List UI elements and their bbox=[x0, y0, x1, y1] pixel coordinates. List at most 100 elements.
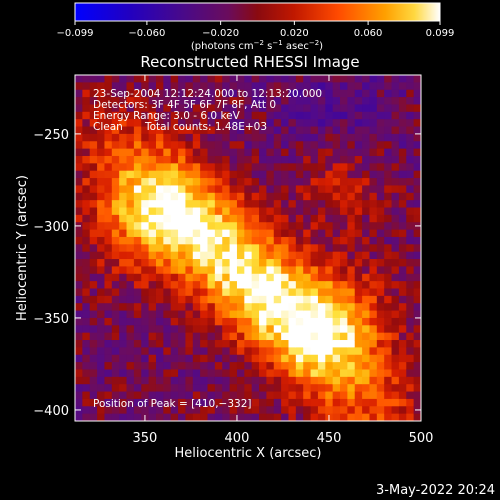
heatmap-cell bbox=[155, 104, 164, 113]
heatmap-cell bbox=[111, 163, 120, 172]
heatmap-cell bbox=[273, 303, 282, 312]
heatmap-cell bbox=[325, 207, 334, 216]
heatmap-cell bbox=[222, 376, 231, 385]
heatmap-cell bbox=[178, 200, 187, 209]
heatmap-cell bbox=[281, 200, 290, 209]
heatmap-cell bbox=[141, 111, 150, 120]
heatmap-cell bbox=[347, 354, 356, 363]
heatmap-cell bbox=[406, 288, 415, 297]
colorbar-unit-label: (photons cm−2 s−1 asec−2) bbox=[191, 39, 323, 52]
heatmap-cell bbox=[384, 376, 393, 385]
heatmap-cell bbox=[273, 126, 282, 135]
heatmap-cell bbox=[354, 354, 363, 363]
heatmap-cell bbox=[391, 207, 400, 216]
heatmap-cell bbox=[82, 163, 91, 172]
heatmap-cell bbox=[89, 244, 98, 253]
heatmap-cell bbox=[259, 148, 267, 157]
heatmap-cell bbox=[75, 259, 83, 267]
heatmap-cell bbox=[192, 325, 201, 334]
heatmap-cell bbox=[369, 236, 378, 245]
heatmap-cell bbox=[119, 178, 128, 187]
heatmap-cell bbox=[325, 236, 334, 245]
heatmap-cell bbox=[207, 303, 216, 312]
heatmap-cell bbox=[317, 347, 326, 356]
heatmap-cell bbox=[266, 141, 275, 150]
heatmap-cell bbox=[89, 111, 98, 120]
heatmap-cell bbox=[281, 273, 290, 282]
heatmap-cell bbox=[244, 236, 253, 245]
heatmap-cell bbox=[332, 236, 341, 245]
heatmap-cell bbox=[347, 148, 356, 157]
heatmap-cell bbox=[126, 317, 135, 326]
heatmap-cell bbox=[236, 259, 245, 267]
heatmap-cell bbox=[354, 244, 363, 253]
heatmap-cell bbox=[406, 89, 415, 98]
heatmap-cell bbox=[148, 244, 157, 253]
heatmap-cell bbox=[266, 251, 275, 260]
heatmap-cell bbox=[281, 266, 290, 275]
heatmap-cell bbox=[192, 104, 201, 113]
heatmap-cell bbox=[178, 251, 187, 260]
heatmap-cell bbox=[362, 303, 371, 312]
heatmap-cell bbox=[111, 89, 120, 98]
heatmap-cell bbox=[214, 82, 223, 91]
heatmap-cell bbox=[178, 340, 187, 348]
heatmap-cell bbox=[97, 214, 106, 223]
heatmap-cell bbox=[295, 214, 304, 223]
heatmap-cell bbox=[75, 119, 83, 128]
heatmap-cell bbox=[288, 82, 297, 91]
heatmap-cell bbox=[133, 325, 142, 334]
heatmap-cell bbox=[369, 155, 378, 164]
heatmap-cell bbox=[75, 97, 83, 106]
heatmap-cell bbox=[376, 288, 385, 297]
heatmap-cell bbox=[207, 119, 216, 128]
heatmap-cell bbox=[325, 317, 334, 326]
heatmap-cell bbox=[170, 295, 179, 304]
heatmap-cell bbox=[236, 384, 245, 393]
heatmap-cell bbox=[178, 163, 187, 172]
heatmap-cell bbox=[75, 369, 83, 378]
heatmap-cell bbox=[398, 398, 407, 407]
heatmap-cell bbox=[200, 133, 209, 142]
heatmap-cell bbox=[347, 391, 356, 400]
heatmap-cell bbox=[406, 384, 415, 393]
heatmap-cell bbox=[376, 192, 385, 201]
heatmap-cell bbox=[295, 369, 304, 378]
heatmap-cell bbox=[325, 104, 334, 113]
heatmap-cell bbox=[251, 413, 260, 421]
heatmap-cell bbox=[178, 236, 187, 245]
heatmap-cell bbox=[244, 170, 253, 179]
heatmap-cell bbox=[303, 82, 312, 91]
heatmap-cell bbox=[207, 347, 216, 356]
heatmap-cell bbox=[310, 303, 319, 312]
heatmap-cell bbox=[369, 347, 378, 356]
heatmap-cell bbox=[398, 259, 407, 267]
heatmap-cell bbox=[295, 229, 304, 238]
heatmap-cell bbox=[310, 325, 319, 334]
heatmap-cell bbox=[325, 119, 334, 128]
heatmap-cell bbox=[170, 303, 179, 312]
heatmap-cell bbox=[236, 192, 245, 201]
heatmap-cell bbox=[192, 310, 201, 319]
heatmap-cell bbox=[185, 155, 194, 164]
heatmap-cell bbox=[155, 97, 164, 106]
heatmap-cell bbox=[288, 104, 297, 113]
heatmap-cell bbox=[214, 317, 223, 326]
heatmap-cell bbox=[266, 273, 275, 282]
heatmap-cell bbox=[251, 281, 260, 290]
heatmap-cell bbox=[178, 406, 187, 415]
heatmap-cell bbox=[89, 273, 98, 282]
heatmap-cell bbox=[89, 214, 98, 223]
heatmap-cell bbox=[133, 273, 142, 282]
heatmap-cell bbox=[347, 170, 356, 179]
heatmap-cell bbox=[332, 332, 341, 341]
heatmap-cell bbox=[413, 133, 421, 142]
heatmap-cell bbox=[155, 340, 164, 348]
heatmap-cell bbox=[155, 111, 164, 120]
heatmap-cell bbox=[310, 111, 319, 120]
heatmap-cell bbox=[185, 398, 194, 407]
heatmap-cell bbox=[222, 325, 231, 334]
heatmap-cell bbox=[281, 369, 290, 378]
heatmap-cell bbox=[104, 413, 113, 421]
heatmap-cell bbox=[398, 133, 407, 142]
